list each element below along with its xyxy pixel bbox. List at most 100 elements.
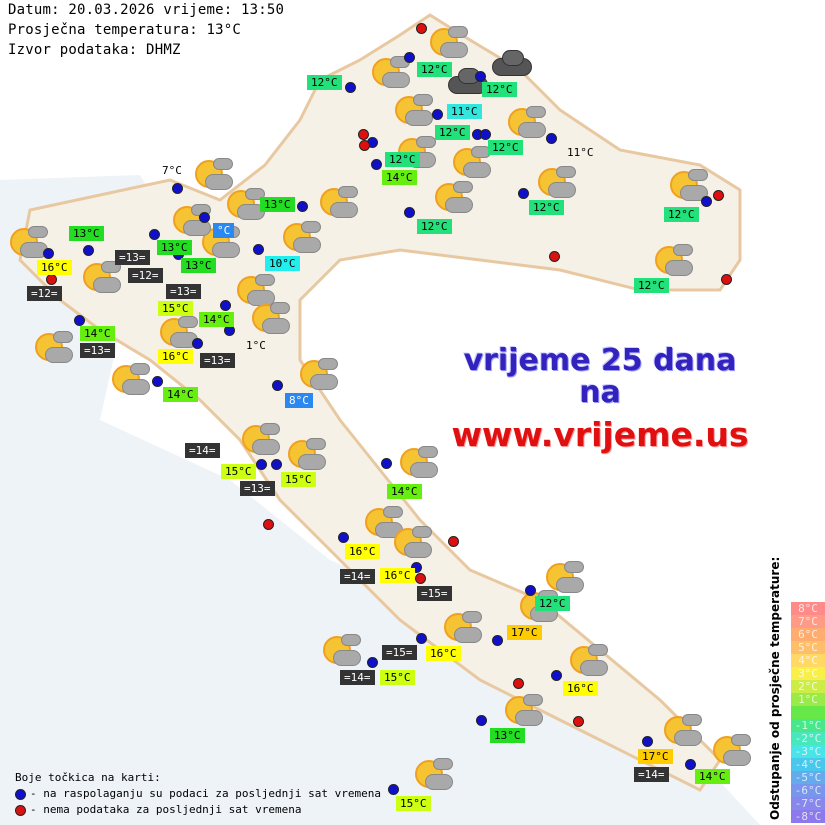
station-temp-label: 12°C: [435, 125, 470, 140]
partly-cloudy-icon: [225, 188, 265, 220]
station-dot-available[interactable]: [297, 201, 308, 212]
station-dot-available[interactable]: [432, 109, 443, 120]
station-dot-available[interactable]: [271, 459, 282, 470]
station-dot-available[interactable]: [256, 459, 267, 470]
station-temp-label: 16°C: [426, 646, 461, 661]
station-dot-missing[interactable]: [448, 536, 459, 547]
station-dot-available[interactable]: [172, 183, 183, 194]
station-dot-available[interactable]: [518, 188, 529, 199]
station-dot-available[interactable]: [551, 670, 562, 681]
station-temp-label: 12°C: [529, 200, 564, 215]
station-dot-available[interactable]: [642, 736, 653, 747]
station-dot-available[interactable]: [416, 633, 427, 644]
scale-row: -8°C: [791, 810, 825, 823]
partly-cloudy-icon: [318, 186, 358, 218]
station-dot-available[interactable]: [480, 129, 491, 140]
station-temp-label: 10°C: [265, 256, 300, 271]
station-temp-label: =12=: [128, 268, 163, 283]
partly-cloudy-icon: [536, 166, 576, 198]
scale-row: -7°C: [791, 797, 825, 810]
partly-cloudy-icon: [653, 244, 693, 276]
station-dot-missing[interactable]: [359, 140, 370, 151]
station-dot-available[interactable]: [345, 82, 356, 93]
station-dot-missing[interactable]: [415, 573, 426, 584]
station-dot-missing[interactable]: [358, 129, 369, 140]
station-temp-label: 16°C: [158, 349, 193, 364]
data-source: Izvor podataka: DHMZ: [8, 42, 181, 58]
station-dot-available[interactable]: [411, 562, 422, 573]
partly-cloudy-icon: [240, 423, 280, 455]
station-temp-label: =15=: [417, 586, 452, 601]
station-temp-label: 12°C: [307, 75, 342, 90]
station-dot-missing[interactable]: [573, 716, 584, 727]
station-temp-label: 15°C: [221, 464, 256, 479]
partly-cloudy-icon: [8, 226, 48, 258]
station-dot-missing[interactable]: [263, 519, 274, 530]
station-temp-label: 17°C: [507, 625, 542, 640]
partly-cloudy-icon: [393, 94, 433, 126]
station-dot-available[interactable]: [152, 376, 163, 387]
station-temp-label: 12°C: [535, 596, 570, 611]
partly-cloudy-icon: [433, 181, 473, 213]
partly-cloudy-icon: [442, 611, 482, 643]
scale-row: -3°C: [791, 745, 825, 758]
station-dot-available[interactable]: [388, 784, 399, 795]
partly-cloudy-icon: [298, 358, 338, 390]
station-dot-available[interactable]: [253, 244, 264, 255]
ad-url-link[interactable]: www.vrijeme.us: [451, 415, 749, 454]
station-dot-available[interactable]: [43, 248, 54, 259]
station-dot-available[interactable]: [525, 585, 536, 596]
station-dot-available[interactable]: [83, 245, 94, 256]
station-temp-label: 16°C: [345, 544, 380, 559]
station-temp-label: 14°C: [163, 387, 198, 402]
station-dot-available[interactable]: [404, 207, 415, 218]
station-dot-available[interactable]: [272, 380, 283, 391]
station-temp-label: 12°C: [488, 140, 523, 155]
station-dot-missing[interactable]: [721, 274, 732, 285]
station-dot-available[interactable]: [149, 229, 160, 240]
station-temp-label: 12°C: [385, 152, 420, 167]
station-dot-available[interactable]: [546, 133, 557, 144]
station-dot-available[interactable]: [701, 196, 712, 207]
partly-cloudy-icon: [451, 146, 491, 178]
station-dot-missing[interactable]: [513, 678, 524, 689]
station-temp-label: =14=: [340, 569, 375, 584]
station-dot-missing[interactable]: [46, 274, 57, 285]
station-temp-label: 13°C: [490, 728, 525, 743]
station-dot-available[interactable]: [685, 759, 696, 770]
station-temp-label: 13°C: [157, 240, 192, 255]
station-dot-missing[interactable]: [713, 190, 724, 201]
station-dot-available[interactable]: [74, 315, 85, 326]
sea-area: [0, 175, 760, 825]
partly-cloudy-icon: [668, 169, 708, 201]
scale-row: -1°C: [791, 719, 825, 732]
station-dot-available[interactable]: [492, 635, 503, 646]
red-dot-icon: [15, 804, 26, 816]
station-temp-label: 7°C: [162, 164, 182, 177]
station-dot-available[interactable]: [192, 338, 203, 349]
station-dot-available[interactable]: [381, 458, 392, 469]
station-dot-available[interactable]: [220, 300, 231, 311]
dot-legend: Boje točkica na karti: - na raspolaganju…: [15, 770, 381, 818]
station-dot-available[interactable]: [199, 212, 210, 223]
partly-cloudy-icon: [286, 438, 326, 470]
station-temp-label: =14=: [634, 767, 669, 782]
station-temp-label: 11°C: [447, 104, 482, 119]
station-dot-available[interactable]: [404, 52, 415, 63]
date-time: Datum: 20.03.2026 vrijeme: 13:50: [8, 2, 285, 18]
station-dot-missing[interactable]: [549, 251, 560, 262]
scale-row: -4°C: [791, 758, 825, 771]
station-dot-available[interactable]: [338, 532, 349, 543]
partly-cloudy-icon: [503, 694, 543, 726]
partly-cloudy-icon: [81, 261, 121, 293]
station-dot-available[interactable]: [475, 71, 486, 82]
partly-cloudy-icon: [321, 634, 361, 666]
station-dot-missing[interactable]: [416, 23, 427, 34]
station-dot-available[interactable]: [476, 715, 487, 726]
partly-cloudy-icon: [392, 526, 432, 558]
ad-text[interactable]: vrijeme 25 dana na: [420, 345, 780, 409]
station-dot-available[interactable]: [371, 159, 382, 170]
station-dot-available[interactable]: [367, 657, 378, 668]
station-temp-label: 14°C: [382, 170, 417, 185]
scale-row: 3°C: [791, 667, 825, 680]
